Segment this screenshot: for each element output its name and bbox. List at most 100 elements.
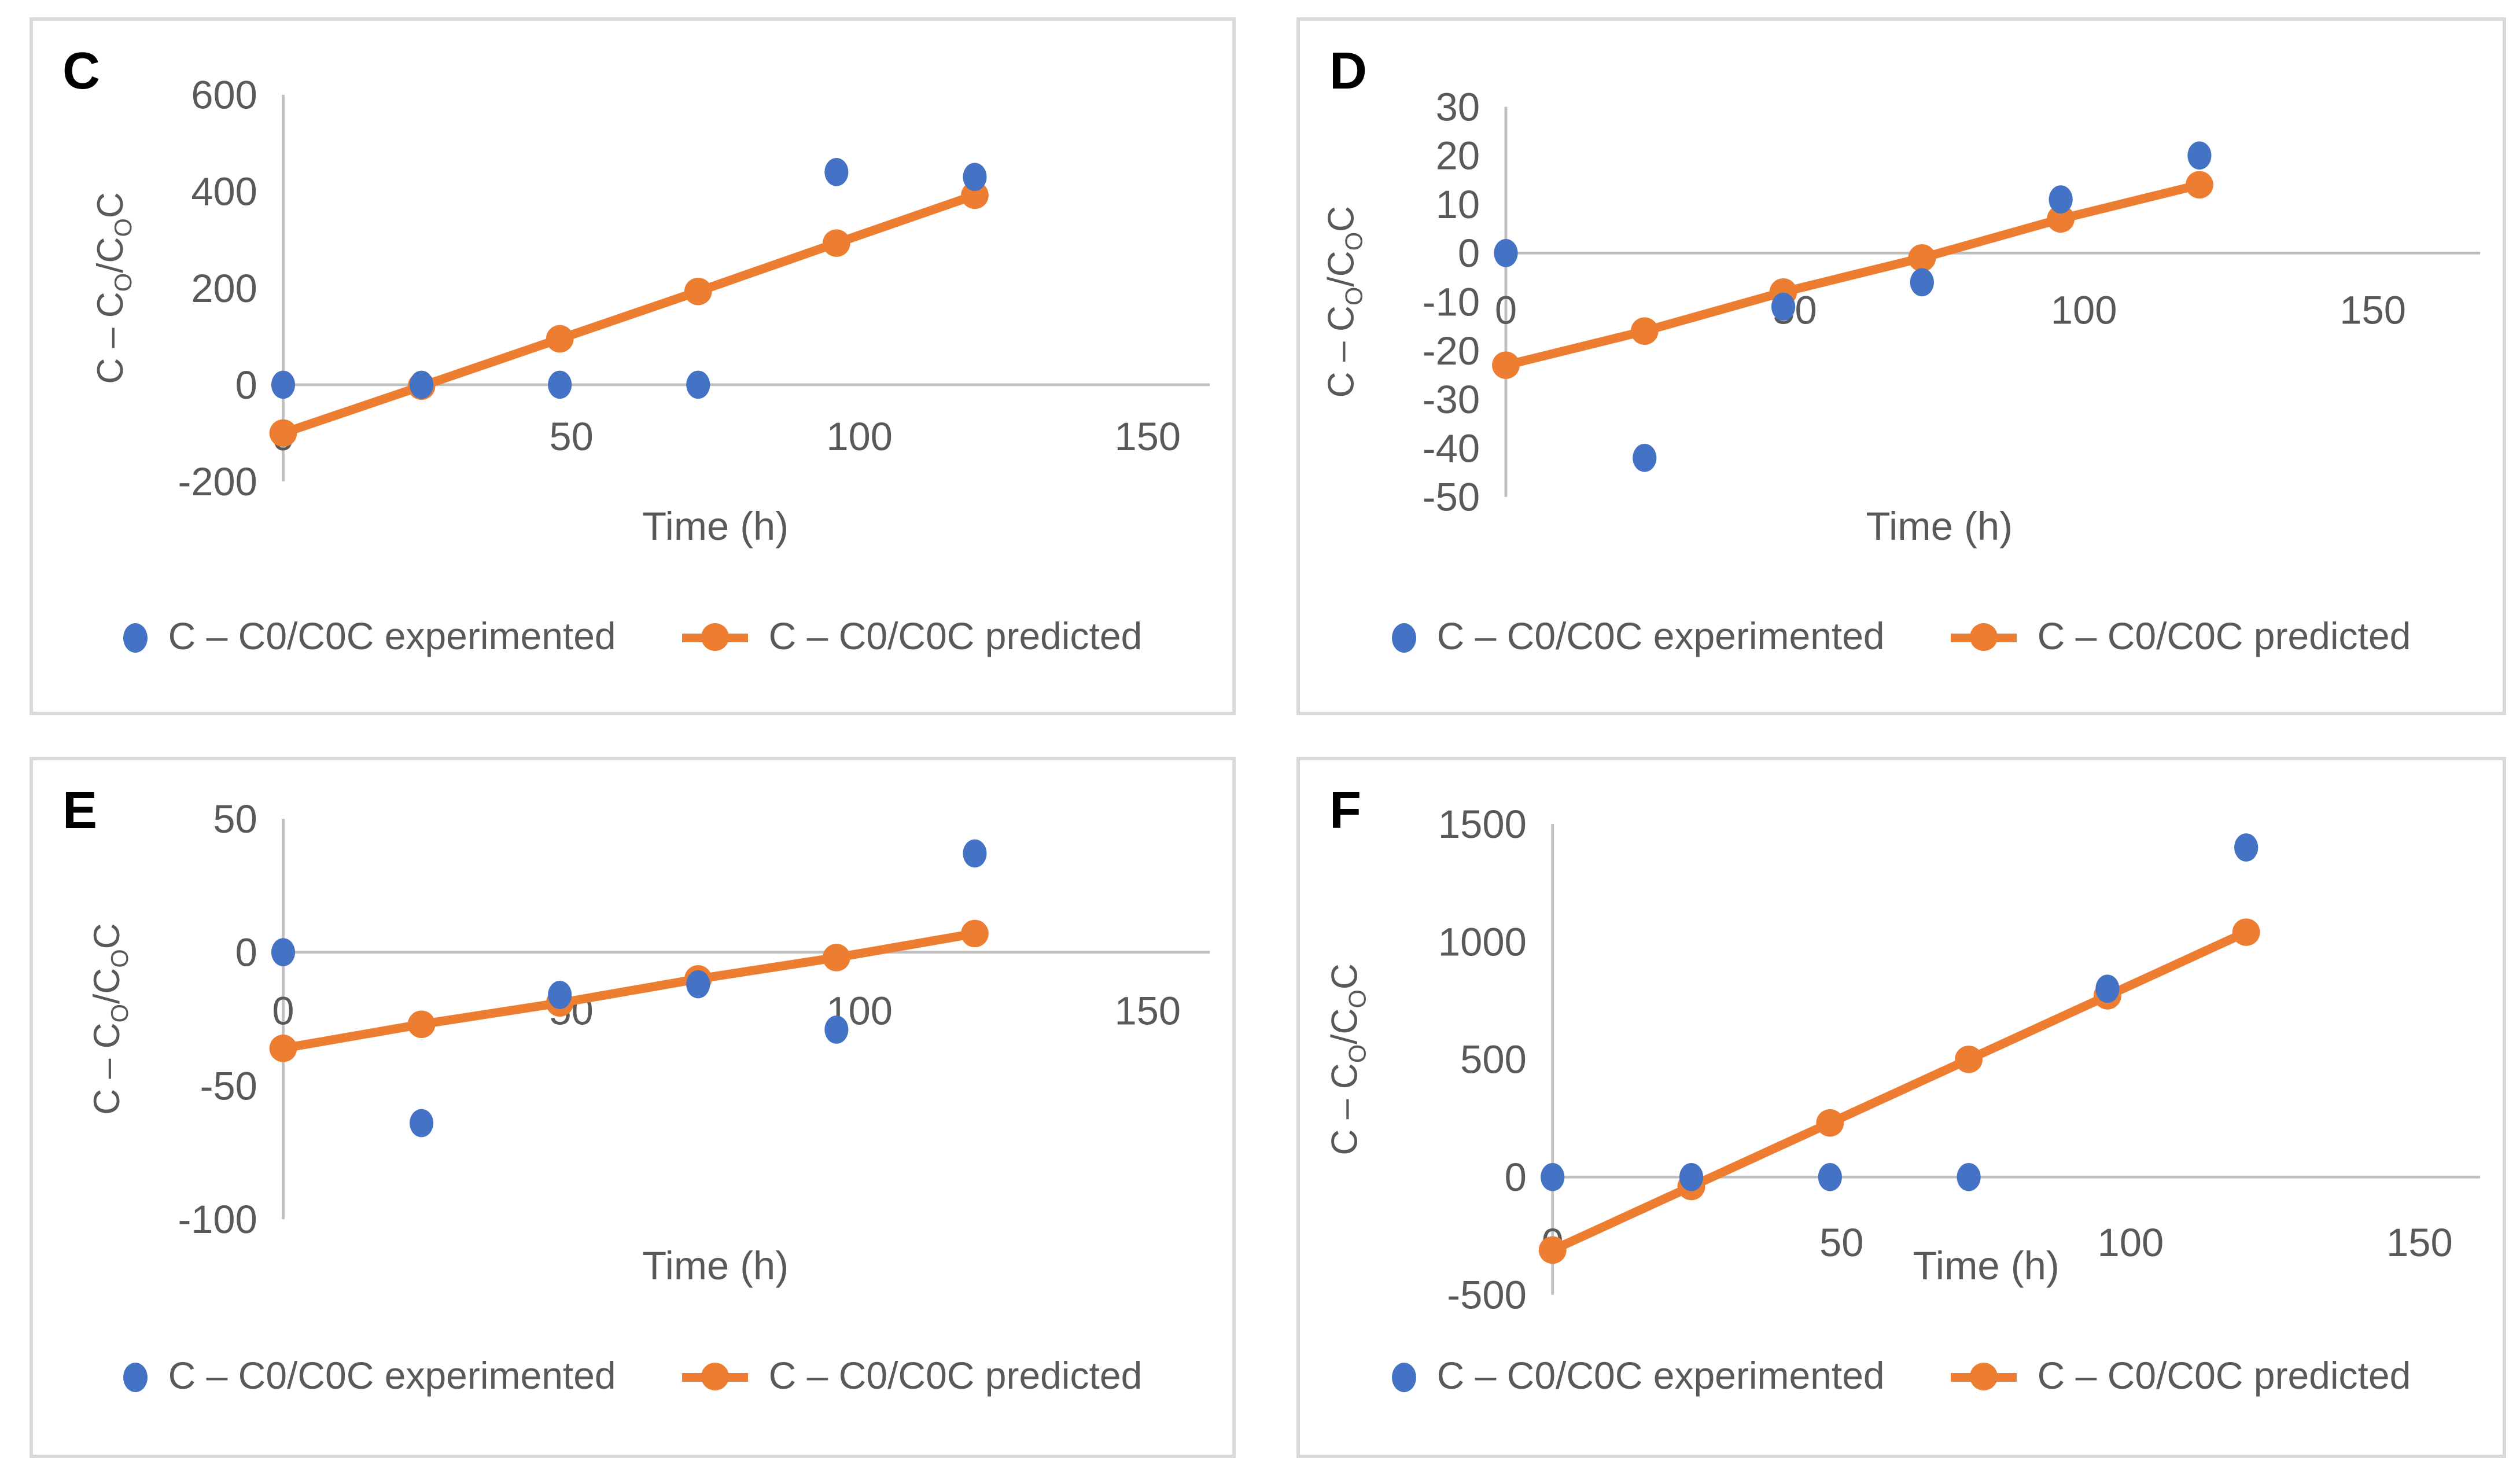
experimented-point bbox=[1679, 1162, 1704, 1191]
experimented-point bbox=[271, 370, 296, 399]
predicted-marker-icon bbox=[681, 623, 748, 651]
legend-label-predicted: C – C0/C0C predicted bbox=[768, 1354, 1143, 1397]
experimented-point bbox=[824, 158, 849, 186]
x-tick-label: 0 bbox=[1495, 288, 1517, 332]
chart-e-letter: E bbox=[62, 783, 98, 840]
y-tick-label: 500 bbox=[1460, 1037, 1527, 1082]
predicted-point bbox=[1816, 1109, 1844, 1137]
x-axis-title: Time (h) bbox=[642, 504, 789, 549]
legend-label-experimented: C – C0/C0C experimented bbox=[168, 1354, 616, 1397]
experimented-point bbox=[686, 370, 710, 399]
chart-e-legend: C – C0/C0C experimented C – C0/C0C predi… bbox=[33, 1354, 1232, 1399]
chart-panel-e: 50 0 -50 -100 0 50 100 150 Time (h) C – CO/COC E … bbox=[30, 757, 1236, 1458]
legend-item-experimented: C – C0/C0C experimented bbox=[1391, 614, 1885, 660]
y-tick-label: -50 bbox=[200, 1064, 257, 1108]
x-tick-label: 150 bbox=[2340, 288, 2406, 332]
chart-d-legend: C – C0/C0C experimented C – C0/C0C predi… bbox=[1300, 614, 2503, 660]
predicted-point bbox=[1908, 244, 1936, 272]
predicted-marker-icon bbox=[1950, 623, 2017, 651]
experimented-point bbox=[2049, 185, 2073, 214]
predicted-point bbox=[961, 181, 989, 209]
x-axis-title: Time (h) bbox=[642, 1243, 789, 1288]
y-tick-label: 0 bbox=[1458, 231, 1480, 275]
predicted-point bbox=[1955, 1046, 1983, 1073]
predicted-point bbox=[2047, 205, 2075, 233]
experimented-point bbox=[548, 981, 572, 1009]
x-tick-label: 150 bbox=[1115, 989, 1181, 1033]
chart-f-letter: F bbox=[1329, 783, 1361, 840]
experimented-point bbox=[410, 1109, 434, 1138]
experimented-point bbox=[548, 370, 572, 399]
predicted-point bbox=[1630, 317, 1659, 345]
predicted-line bbox=[278, 929, 979, 1053]
y-tick-label: 50 bbox=[213, 797, 257, 841]
experimented-point bbox=[1818, 1162, 1842, 1191]
predicted-point bbox=[269, 1035, 297, 1062]
predicted-point bbox=[2232, 918, 2260, 946]
y-tick-label: -30 bbox=[1423, 377, 1480, 422]
predicted-point bbox=[1538, 1236, 1567, 1264]
x-axis-title: Time (h) bbox=[1866, 504, 2013, 549]
y-tick-label: 400 bbox=[191, 170, 257, 214]
y-tick-label: 0 bbox=[235, 930, 257, 975]
experimented-point bbox=[963, 839, 987, 868]
y-axis-title: C – CO/COC bbox=[90, 192, 137, 384]
experimented-point bbox=[2187, 141, 2212, 170]
x-tick-label: 150 bbox=[1115, 414, 1181, 459]
predicted-point bbox=[2185, 171, 2213, 199]
y-tick-label: -100 bbox=[178, 1197, 257, 1242]
experimented-point bbox=[1910, 268, 1934, 297]
y-tick-label: -50 bbox=[1423, 475, 1480, 520]
predicted-marker-icon bbox=[681, 1363, 748, 1390]
experimented-marker-icon bbox=[1391, 1361, 1416, 1392]
predicted-line bbox=[1548, 928, 2251, 1255]
y-tick-label: 0 bbox=[1505, 1155, 1527, 1199]
y-tick-label: -200 bbox=[178, 459, 257, 504]
experimented-point bbox=[963, 163, 987, 192]
y-axis-title: C – CO/COC bbox=[1325, 963, 1371, 1155]
y-tick-label: 0 bbox=[235, 363, 257, 407]
y-axis-title: C – CO/COC bbox=[1321, 206, 1368, 398]
chart-d-letter: D bbox=[1329, 43, 1368, 101]
predicted-line bbox=[278, 190, 979, 438]
y-tick-label: -40 bbox=[1423, 426, 1480, 471]
experimented-marker-icon bbox=[123, 1361, 148, 1392]
predicted-point bbox=[1492, 351, 1520, 379]
x-axis-title: Time (h) bbox=[1913, 1243, 2060, 1288]
experimented-point bbox=[1541, 1162, 1565, 1191]
predicted-point bbox=[684, 277, 712, 306]
legend-item-predicted: C – C0/C0C predicted bbox=[681, 1354, 1143, 1399]
experimented-point bbox=[410, 370, 434, 399]
y-tick-label: -10 bbox=[1423, 280, 1480, 325]
legend-item-predicted: C – C0/C0C predicted bbox=[1950, 614, 2411, 660]
y-tick-label: 1500 bbox=[1438, 802, 1527, 847]
y-tick-label: 1000 bbox=[1438, 919, 1527, 964]
experimented-point bbox=[1957, 1162, 1981, 1191]
y-tick-label: -20 bbox=[1423, 329, 1480, 373]
experimented-point bbox=[271, 938, 296, 967]
legend-item-experimented: C – C0/C0C experimented bbox=[1391, 1354, 1885, 1399]
predicted-point bbox=[407, 1010, 436, 1039]
experimented-point bbox=[2095, 974, 2120, 1003]
x-tick-label: 0 bbox=[272, 989, 294, 1033]
experimented-point bbox=[1633, 443, 1657, 472]
y-tick-label: -500 bbox=[1447, 1273, 1527, 1318]
y-tick-label: 600 bbox=[191, 73, 257, 117]
legend-item-experimented: C – C0/C0C experimented bbox=[123, 614, 616, 660]
x-tick-label: 150 bbox=[2386, 1220, 2453, 1265]
y-tick-label: 10 bbox=[1436, 182, 1480, 227]
chart-c-letter: C bbox=[62, 43, 101, 101]
y-tick-label: 30 bbox=[1436, 85, 1480, 130]
x-tick-label: 100 bbox=[2051, 288, 2117, 332]
legend-item-experimented: C – C0/C0C experimented bbox=[123, 1354, 616, 1399]
experimented-marker-icon bbox=[1391, 622, 1416, 652]
experimented-point bbox=[1771, 292, 1796, 321]
legend-label-predicted: C – C0/C0C predicted bbox=[768, 614, 1143, 658]
